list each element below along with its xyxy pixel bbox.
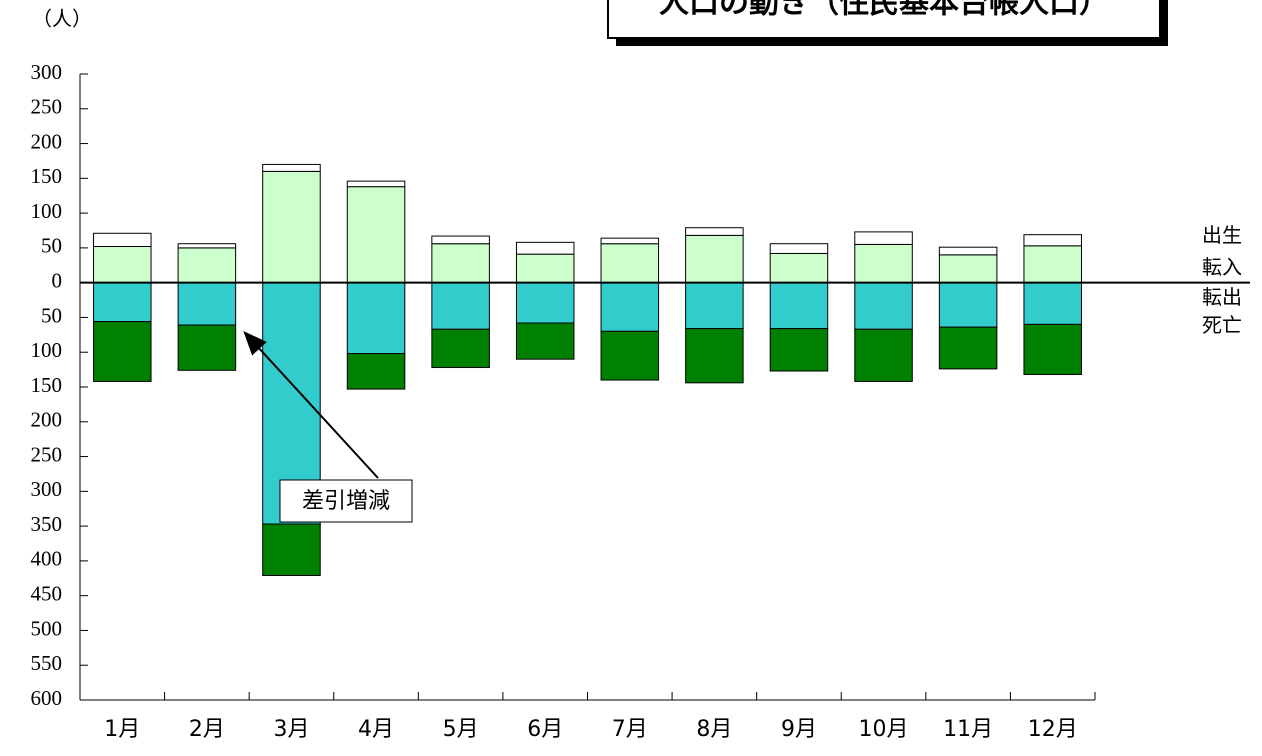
bar-segment [177,243,237,249]
bar-segment [262,523,321,576]
legend-label: 死亡 [1202,313,1242,337]
bar-segment [93,282,152,323]
bar-segment [177,282,237,326]
bar-segment [346,353,406,390]
y-tick-label: 550 [31,651,63,675]
legend-label: 出生 [1202,223,1242,247]
bar-segment [515,241,575,255]
bar-segment [177,247,237,284]
y-axis-label: （人） [32,7,92,31]
legend-label: 転入 [1202,255,1242,279]
bar-segment [1023,234,1082,247]
y-tick-label: 200 [31,129,63,153]
bar-segment [854,282,913,330]
y-tick-label: 200 [31,408,63,432]
bar-segment [431,282,490,330]
bar-segment [262,163,321,172]
y-tick-label: 450 [31,581,63,605]
y-tick-label: 250 [31,442,63,466]
bar-segment [346,282,406,355]
y-tick-label: 300 [31,60,63,84]
x-tick-label: 9月 [781,717,817,742]
bar-segment [346,186,406,284]
y-tick-label: 250 [31,95,63,119]
bar-segment [1023,245,1082,284]
x-tick-label: 2月 [189,717,225,742]
y-tick-label: 100 [31,199,63,223]
chart-title: 人口の動き（住民基本台帳人口） [659,0,1109,21]
x-tick-label: 1月 [104,717,140,742]
bar-segment [769,243,829,254]
bar-segment [177,324,237,371]
x-tick-label: 7月 [612,717,648,742]
bar-segment [515,322,575,360]
bar-segment [854,328,913,382]
bar-segment [938,282,998,328]
bar-segment [600,330,660,381]
bar-segment [431,328,490,369]
x-tick-label: 6月 [527,717,563,742]
x-tick-label: 8月 [696,717,732,742]
bar-segment [1023,282,1082,325]
bar-segment [515,282,575,324]
bar-segment [685,227,744,236]
x-tick-label: 5月 [443,717,479,742]
bar-segment [854,231,913,245]
bar-segment [854,243,913,284]
annotation-box [279,479,413,523]
legend-label: 転出 [1202,285,1242,309]
annotation-arrow [243,331,379,479]
x-tick-label: 4月 [358,717,394,742]
y-tick-label: 50 [41,234,62,258]
y-tick-label: 50 [41,303,62,327]
bar-segment [431,235,490,245]
y-tick-label: 0 [52,268,63,292]
bar-segment [938,246,998,256]
bar-segment [769,252,829,284]
bar-segment [938,326,998,370]
bar-segment [346,180,406,188]
bar-segment [600,243,660,284]
y-tick-label: 600 [31,686,63,710]
y-tick-label: 500 [31,616,63,640]
bar-segment [93,245,152,284]
bar-segment [938,254,998,284]
bar-segment [515,253,575,284]
bar-segment [1023,323,1082,375]
y-tick-label: 300 [31,477,63,501]
y-tick-label: 150 [31,373,63,397]
bar-segment [685,282,744,330]
bar-segment [769,282,829,330]
x-tick-label: 3月 [273,717,309,742]
y-tick-label: 400 [31,547,63,571]
bar-segment [431,243,490,284]
annotation: 差引増減 [302,489,390,514]
x-tick-label: 11月 [943,717,993,742]
bar-segment [685,328,744,384]
x-tick-label: 12月 [1028,717,1078,742]
y-tick-label: 100 [31,338,63,362]
bar-segment [262,170,321,284]
bar-segment [93,321,152,382]
title-box [607,0,1161,39]
x-tick-label: 10月 [859,717,909,742]
bar-segment [769,328,829,372]
bar-segment [93,232,152,247]
bar-segment [685,234,744,284]
y-tick-label: 150 [31,164,63,188]
bar-segment [600,237,660,245]
y-tick-label: 350 [31,512,63,536]
bar-segment [600,282,660,332]
